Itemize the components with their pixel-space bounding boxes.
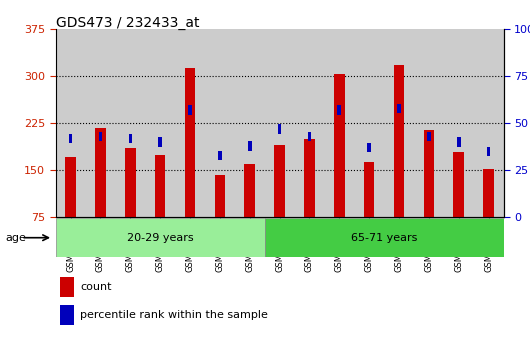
Bar	[244, 164, 255, 217]
Bar	[364, 162, 374, 217]
Text: count: count	[80, 282, 112, 292]
Text: percentile rank within the sample: percentile rank within the sample	[80, 310, 268, 320]
Bar	[367, 143, 371, 152]
Bar	[188, 106, 192, 115]
Bar	[158, 137, 162, 147]
Bar	[60, 277, 74, 297]
Bar	[487, 147, 490, 156]
Bar	[248, 141, 252, 151]
Text: 20-29 years: 20-29 years	[127, 233, 193, 243]
Bar	[264, 218, 504, 257]
Bar	[95, 128, 105, 217]
Text: 65-71 years: 65-71 years	[351, 233, 417, 243]
Bar	[275, 145, 285, 217]
Bar	[304, 139, 315, 217]
Bar	[99, 132, 102, 141]
Bar	[69, 134, 73, 143]
Bar	[394, 65, 404, 217]
Bar	[483, 169, 494, 217]
Bar	[128, 134, 132, 143]
Bar	[278, 124, 281, 134]
Bar	[185, 68, 195, 217]
Bar	[427, 132, 431, 141]
Bar	[457, 137, 461, 147]
Bar	[307, 132, 311, 141]
Bar	[218, 151, 222, 160]
Bar	[397, 104, 401, 113]
Bar	[338, 106, 341, 115]
Text: age: age	[5, 233, 26, 243]
Bar	[155, 155, 165, 217]
Bar	[56, 218, 264, 257]
Bar	[454, 151, 464, 217]
Bar	[423, 130, 434, 217]
Bar	[215, 175, 225, 217]
Bar	[65, 157, 76, 217]
Bar	[60, 305, 74, 325]
Bar	[334, 74, 344, 217]
Bar	[125, 148, 136, 217]
Text: GDS473 / 232433_at: GDS473 / 232433_at	[56, 16, 199, 30]
